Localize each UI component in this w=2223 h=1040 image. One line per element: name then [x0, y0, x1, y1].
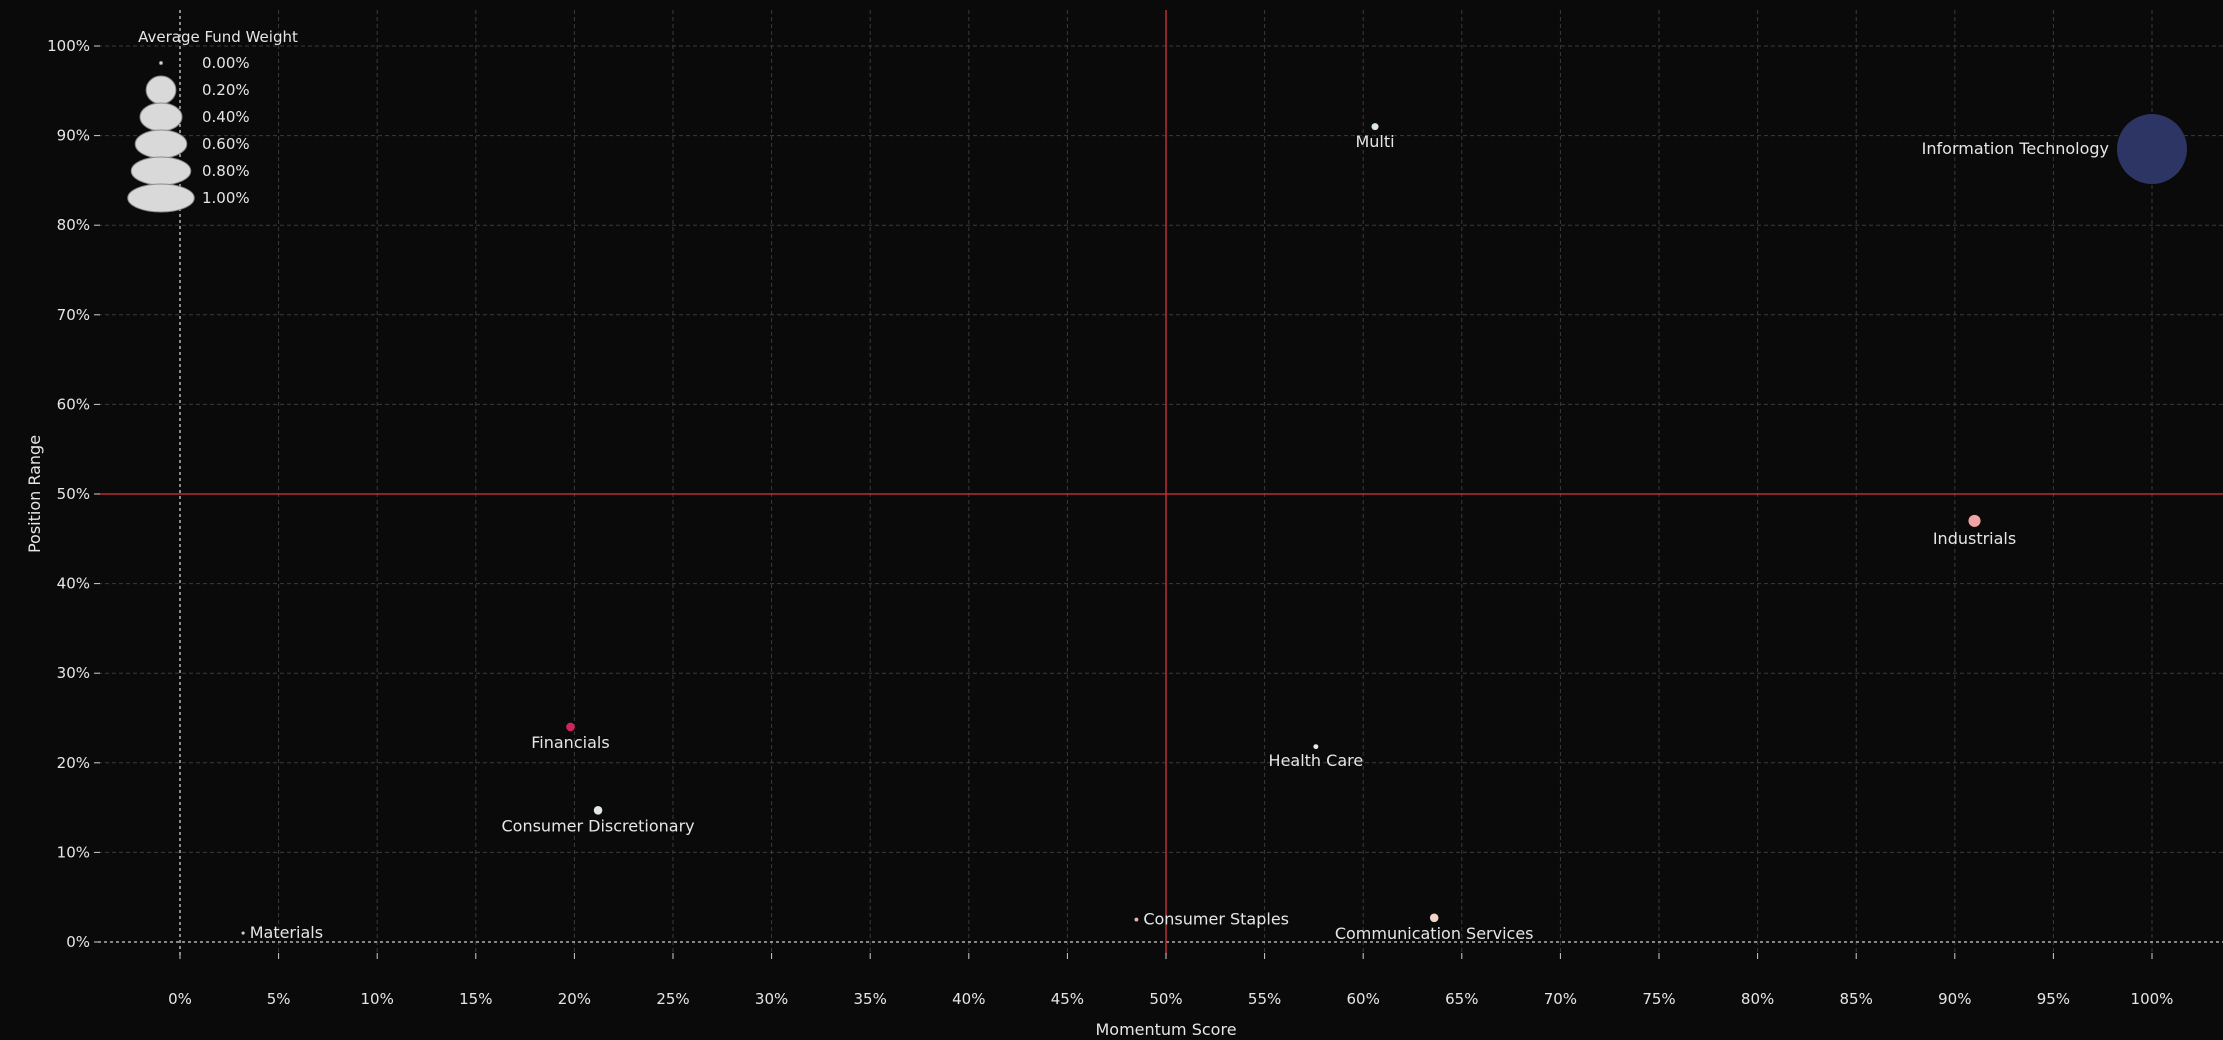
- x-tick-label: 95%: [2037, 990, 2070, 1008]
- point-marker[interactable]: [1313, 744, 1319, 750]
- x-tick-label: 85%: [1840, 990, 1873, 1008]
- point-label: Consumer Staples: [1143, 910, 1289, 929]
- legend-label: 0.40%: [202, 108, 250, 126]
- legend-bubble: [158, 60, 164, 66]
- point-marker[interactable]: [1371, 123, 1379, 131]
- x-tick-label: 55%: [1248, 990, 1281, 1008]
- point-marker[interactable]: [2117, 114, 2187, 185]
- data-point[interactable]: Health Care: [1269, 744, 1364, 770]
- point-marker[interactable]: [1134, 917, 1139, 922]
- y-tick-label: 80%: [57, 216, 90, 234]
- point-label: Health Care: [1269, 751, 1364, 770]
- legend-title: Average Fund Weight: [138, 28, 298, 46]
- x-axis: 0% 5% 10% 15% 20% 25% 30% 35% 40% 45% 50% 55% 60% 65%…: [168, 953, 2173, 1008]
- x-tick-label: 0%: [168, 990, 192, 1008]
- y-axis-title: Position Range: [25, 435, 44, 553]
- data-point[interactable]: Information Technology: [1922, 114, 2187, 185]
- legend-label: 1.00%: [202, 189, 250, 207]
- data-point[interactable]: Consumer Discretionary: [501, 806, 695, 836]
- y-tick-label: 10%: [57, 843, 90, 861]
- data-point[interactable]: Industrials: [1933, 514, 2016, 548]
- point-marker[interactable]: [241, 931, 245, 935]
- y-tick-label: 30%: [57, 664, 90, 682]
- legend-label: 0.00%: [202, 54, 250, 72]
- size-legend: Average Fund Weight 0.00% 0.20% 0.40% 0.60%…: [127, 28, 298, 213]
- x-tick-label: 10%: [361, 990, 394, 1008]
- legend-label: 0.80%: [202, 162, 250, 180]
- x-tick-label: 15%: [459, 990, 492, 1008]
- point-label: Communication Services: [1335, 924, 1534, 943]
- y-tick-label: 40%: [57, 575, 90, 593]
- y-tick-label: 0%: [66, 933, 90, 951]
- point-marker[interactable]: [593, 806, 603, 815]
- x-tick-label: 5%: [267, 990, 291, 1008]
- x-tick-label: 100%: [2131, 990, 2174, 1008]
- x-tick-label: 20%: [558, 990, 591, 1008]
- point-marker[interactable]: [1429, 913, 1439, 923]
- x-tick-label: 40%: [952, 990, 985, 1008]
- grid: [98, 10, 2223, 955]
- reference-lines: [98, 10, 2223, 955]
- x-tick-label: 65%: [1445, 990, 1478, 1008]
- x-tick-label: 60%: [1347, 990, 1380, 1008]
- y-tick-label: 60%: [57, 395, 90, 413]
- legend-bubble: [134, 129, 188, 159]
- legend-bubble: [145, 75, 177, 105]
- point-label: Information Technology: [1922, 139, 2109, 158]
- x-tick-label: 35%: [854, 990, 887, 1008]
- data-point[interactable]: Communication Services: [1335, 913, 1534, 944]
- x-axis-title: Momentum Score: [1095, 1020, 1236, 1039]
- y-tick-label: 70%: [57, 306, 90, 324]
- data-point[interactable]: Materials: [241, 923, 324, 942]
- data-point[interactable]: Financials: [531, 722, 610, 753]
- x-tick-label: 25%: [656, 990, 689, 1008]
- x-tick-label: 30%: [755, 990, 788, 1008]
- legend-bubble: [130, 156, 192, 186]
- x-tick-label: 70%: [1544, 990, 1577, 1008]
- point-marker[interactable]: [1968, 514, 1981, 527]
- data-points: Information Technology Multi Industrials Fi…: [241, 114, 2187, 944]
- y-tick-label: 100%: [47, 37, 90, 55]
- y-tick-label: 90%: [57, 127, 90, 145]
- x-tick-label: 45%: [1051, 990, 1084, 1008]
- x-tick-label: 50%: [1149, 990, 1182, 1008]
- x-tick-label: 90%: [1938, 990, 1971, 1008]
- data-point[interactable]: Consumer Staples: [1134, 910, 1290, 929]
- legend-bubble: [139, 102, 183, 132]
- point-label: Multi: [1355, 132, 1394, 151]
- point-label: Materials: [250, 923, 323, 942]
- point-label: Financials: [531, 733, 609, 752]
- legend-label: 0.20%: [202, 81, 250, 99]
- legend-label: 0.60%: [202, 135, 250, 153]
- y-tick-label: 50%: [57, 485, 90, 503]
- y-tick-label: 20%: [57, 754, 90, 772]
- point-marker[interactable]: [566, 722, 575, 732]
- y-axis: 0% 10% 20% 30% 40% 50% 60% 70% 80% 90% 100%: [47, 37, 100, 951]
- x-tick-label: 80%: [1741, 990, 1774, 1008]
- point-label: Consumer Discretionary: [501, 817, 694, 836]
- x-tick-label: 75%: [1642, 990, 1675, 1008]
- data-point[interactable]: Multi: [1355, 123, 1395, 151]
- point-label: Industrials: [1933, 529, 2016, 548]
- legend-bubble: [127, 183, 195, 213]
